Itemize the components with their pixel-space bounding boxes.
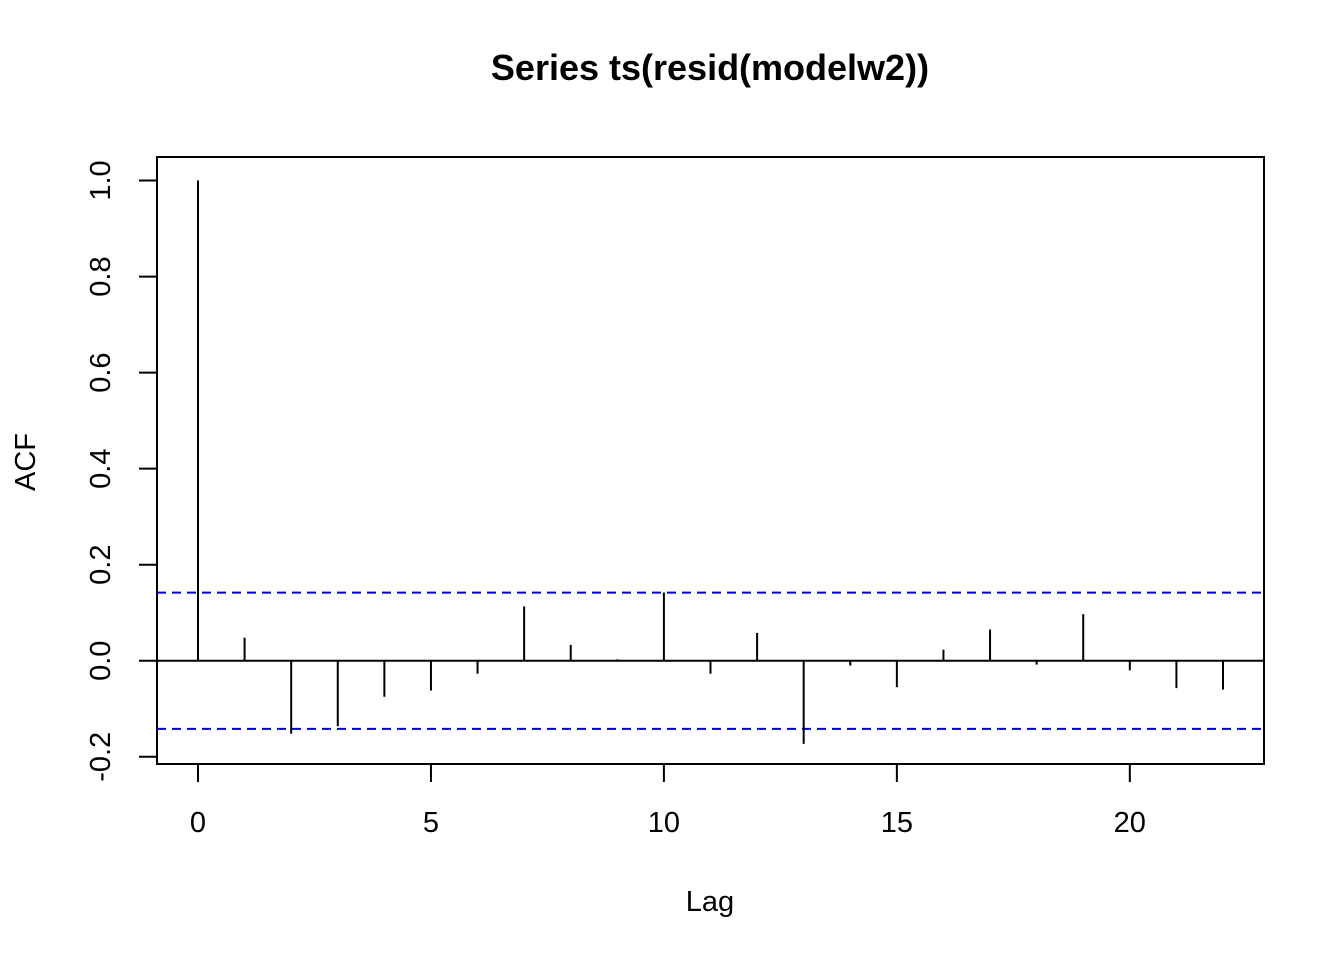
- y-tick-label-6: 1.0: [85, 160, 117, 200]
- y-tick-label-4: 0.6: [85, 352, 117, 392]
- x-tick-label-20: 20: [1114, 807, 1146, 839]
- x-tick-label-0: 0: [190, 807, 206, 839]
- y-tick-label-5: 0.8: [85, 256, 117, 296]
- x-tick-label-15: 15: [881, 807, 913, 839]
- x-tick-label-5: 5: [423, 807, 439, 839]
- y-tick-label-0: -0.2: [85, 732, 117, 782]
- y-tick-label-2: 0.2: [85, 545, 117, 585]
- y-tick-label-3: 0.4: [85, 448, 117, 488]
- chart-marks: 0 5 10 15 20 -0.2 0.0 0.2 0.4 0.6 0.8 1.0: [85, 160, 1264, 839]
- x-axis-label: Lag: [686, 886, 734, 918]
- y-tick-label-1: 0.0: [85, 641, 117, 681]
- chart-title: Series ts(resid(modelw2)): [491, 47, 929, 88]
- y-axis-label: ACF: [10, 433, 42, 491]
- x-tick-label-10: 10: [648, 807, 680, 839]
